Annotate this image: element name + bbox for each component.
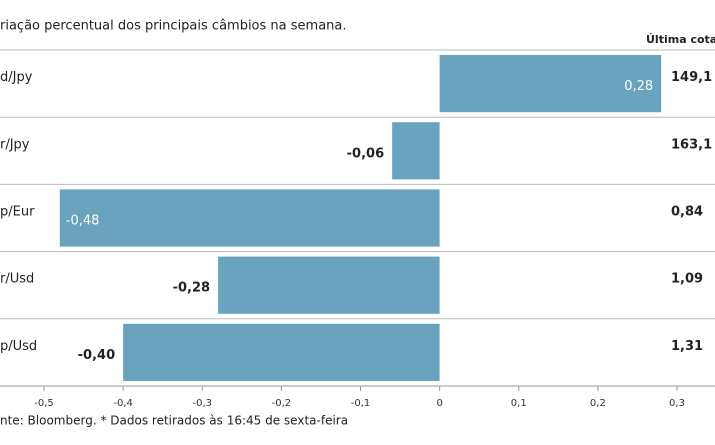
value-label: -0,48 [66, 214, 100, 229]
category-label: d/Jpy [0, 70, 33, 85]
category-label: r/Jpy [0, 137, 30, 152]
x-tick-label: 0,1 [511, 398, 527, 409]
last-quote: 163,1 [671, 137, 712, 152]
x-tick-label: -0,2 [272, 398, 292, 409]
chart-title: riação percentual dos principais câmbios… [0, 19, 347, 34]
value-label: -0,06 [347, 146, 384, 161]
value-label: 0,28 [624, 79, 653, 94]
value-label: -0,28 [173, 281, 210, 296]
value-label: -0,40 [78, 348, 115, 363]
x-tick-label: 0,2 [590, 398, 606, 409]
bar [218, 256, 440, 314]
bar [59, 189, 440, 247]
x-tick-label: 0 [436, 398, 442, 409]
last-quote: 1,31 [671, 339, 703, 354]
source-note: nte: Bloomberg. * Dados retirados às 16:… [0, 414, 348, 428]
category-label: p/Eur [0, 205, 35, 220]
category-label: r/Usd [0, 272, 34, 287]
x-tick-label: -0,5 [34, 398, 54, 409]
last-quote: 0,84 [671, 205, 703, 220]
category-label: p/Usd [0, 339, 37, 354]
x-tick-label: -0,4 [113, 398, 133, 409]
last-quote: 149,1 [671, 70, 712, 85]
x-tick-label: -0,1 [351, 398, 371, 409]
bar [392, 122, 440, 180]
column-header: Última cotaç [646, 33, 715, 46]
x-tick-label: 0,3 [669, 398, 685, 409]
last-quote: 1,09 [671, 272, 703, 287]
bar [123, 323, 440, 381]
x-tick-label: -0,3 [192, 398, 212, 409]
bar [439, 55, 662, 113]
